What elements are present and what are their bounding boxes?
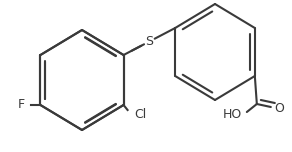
- Text: S: S: [145, 35, 153, 48]
- Text: F: F: [18, 98, 25, 112]
- Text: HO: HO: [223, 107, 242, 121]
- Text: Cl: Cl: [135, 109, 147, 121]
- Text: O: O: [274, 102, 284, 116]
